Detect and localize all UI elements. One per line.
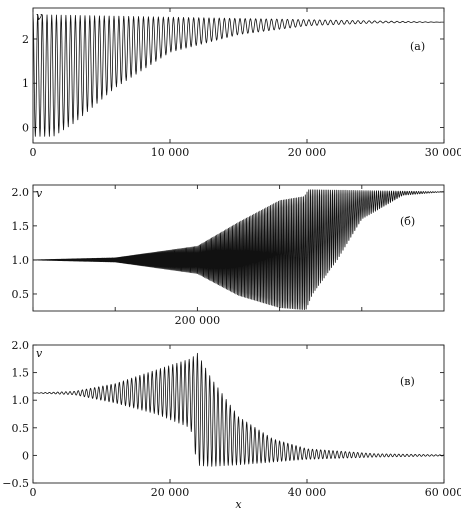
y-tick-label: −0.5 bbox=[2, 477, 29, 490]
panel-label: (б) bbox=[400, 215, 415, 228]
x-tick-label: 200 000 bbox=[175, 314, 221, 327]
x-tick-label: 0 bbox=[30, 146, 37, 159]
panel-label: (а) bbox=[410, 40, 425, 53]
y-tick-label: 0 bbox=[22, 449, 29, 462]
y-tick-label: 2.0 bbox=[12, 339, 30, 352]
panel-c: 0 20 000 40 000 60 000−0.500.51.01.52.0vx(в… bbox=[2, 339, 461, 511]
series-line bbox=[33, 189, 444, 311]
y-tick-label: 1 bbox=[22, 77, 29, 90]
y-axis-label: v bbox=[36, 10, 43, 23]
panel-label: (в) bbox=[400, 375, 415, 388]
x-tick-label: 20 000 bbox=[151, 486, 190, 499]
y-tick-label: 2.0 bbox=[12, 186, 30, 199]
x-tick-label: 60 000 bbox=[425, 486, 461, 499]
x-axis-label: x bbox=[235, 498, 242, 511]
y-axis-label: v bbox=[36, 347, 43, 360]
panel-a: 0 10 000 20 000 30 000 0 1 2v (а) bbox=[22, 7, 461, 159]
x-tick-label: 40 000 bbox=[288, 486, 327, 499]
x-tick-label: 30 000 bbox=[425, 146, 461, 159]
x-tick-label: 20 000 bbox=[288, 146, 327, 159]
plot-frame bbox=[32, 7, 445, 144]
y-tick-label: 1.0 bbox=[12, 254, 30, 267]
y-tick-label: 0.5 bbox=[12, 288, 30, 301]
y-tick-label: 0.5 bbox=[12, 422, 30, 435]
y-axis-label: v bbox=[36, 187, 43, 200]
plot-frame bbox=[32, 184, 445, 312]
y-tick-label: 0 bbox=[22, 122, 29, 135]
y-tick-label: 2 bbox=[22, 33, 29, 46]
y-tick-label: 1.5 bbox=[12, 367, 30, 380]
x-tick-label: 0 bbox=[30, 486, 37, 499]
y-tick-label: 1.5 bbox=[12, 220, 30, 233]
plot-frame bbox=[32, 344, 445, 484]
y-tick-label: 1.0 bbox=[12, 394, 30, 407]
panel-b: 200 000 0.5 1.0 1.5 2.0 v (б) bbox=[12, 184, 445, 327]
series-line bbox=[33, 352, 444, 467]
series-line bbox=[33, 14, 444, 137]
x-tick-label: 10 000 bbox=[151, 146, 190, 159]
